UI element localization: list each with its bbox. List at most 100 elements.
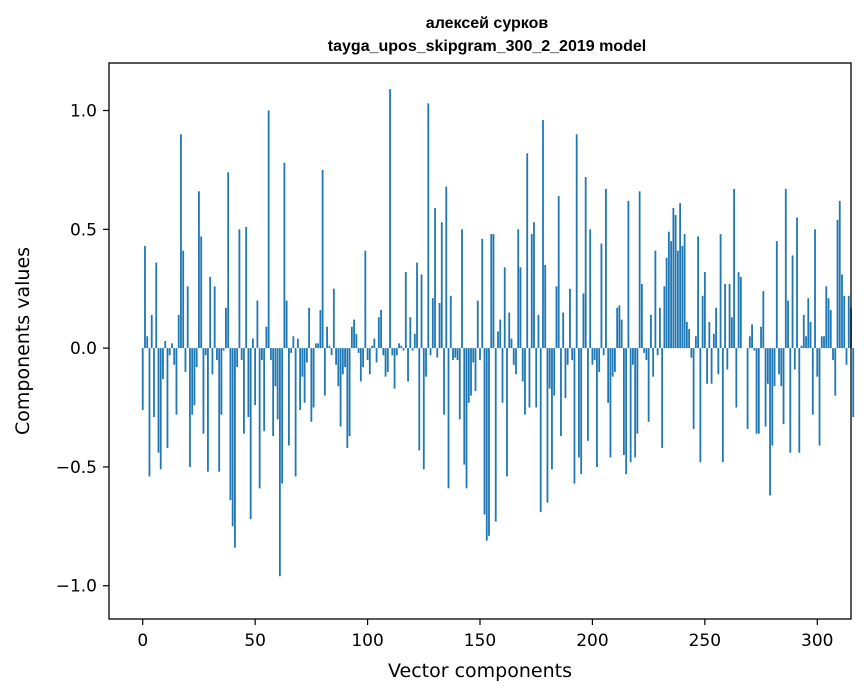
bar [207,348,209,472]
bar [384,348,387,377]
bar [195,348,198,368]
bar [820,336,823,349]
bar [308,307,311,349]
bar [512,348,515,365]
bar [458,348,461,420]
bar [319,310,322,349]
bar [209,276,212,349]
bar [530,234,533,349]
bar [312,348,315,408]
y-tick-label: −1.0 [56,577,97,597]
bar [571,348,574,361]
bar [438,302,441,349]
bar [519,267,522,349]
bar [150,314,153,349]
bar [638,191,641,349]
bar [775,241,778,349]
bar [470,348,472,396]
bar [296,338,299,349]
bar [456,348,459,361]
bar [220,348,223,415]
bar [721,348,724,463]
bar [249,348,252,520]
bar [236,348,239,368]
bar [836,219,839,349]
bar [330,348,333,356]
bar [443,348,445,415]
bar [683,234,686,349]
bar [211,348,214,375]
bar [332,288,335,349]
bar [371,345,373,349]
bar [344,348,346,368]
bar [607,348,610,403]
bar [551,348,553,470]
bar [476,300,479,349]
bar [647,348,650,422]
bar [688,329,691,349]
bar [431,298,434,349]
bar [681,245,684,349]
bar [593,348,596,361]
chart-title-line-1: алексей сурков [426,15,549,32]
bar [321,169,324,349]
bar [533,222,535,349]
bar [510,338,513,349]
bar [780,348,783,387]
bar [425,348,427,377]
bar [562,312,565,349]
bar [377,317,380,349]
bar [584,177,587,349]
bar [816,348,819,377]
bar [730,317,733,349]
bar [168,348,171,356]
bar-series [141,89,855,577]
x-tick-label: 100 [351,631,383,651]
bar [591,348,594,365]
bar [623,348,625,456]
bar [373,338,376,349]
bar [418,348,421,451]
x-tick-label: 50 [244,631,266,651]
bar [337,348,340,387]
y-tick-label: 0.0 [70,339,97,359]
bar [600,243,603,349]
bar [618,305,621,349]
bar [141,348,144,410]
bar [614,348,616,372]
bar [375,348,378,363]
bar [216,348,218,361]
bar [524,348,526,415]
bar [706,348,708,384]
bar [690,348,693,358]
bar [771,348,774,446]
bar [825,286,828,349]
bar [391,348,394,356]
bar [276,348,279,420]
bar [490,234,493,349]
bar [726,348,729,370]
bar [254,348,257,406]
bar [382,348,385,356]
bar [409,317,412,349]
bar [838,200,841,349]
bar [807,298,810,349]
bar [751,324,753,349]
bar [335,348,337,365]
x-tick-label: 200 [576,631,608,651]
bar [314,343,317,349]
bar [164,341,167,349]
bar [193,348,196,406]
bar [852,348,855,418]
bar [326,326,328,349]
bar [265,326,268,349]
bar [508,312,511,349]
bar [283,162,286,349]
bar [539,348,542,513]
bar [823,336,825,349]
bar [535,348,538,408]
bar [753,348,756,351]
bar [272,348,275,437]
bar [429,348,432,356]
bar [317,343,320,349]
